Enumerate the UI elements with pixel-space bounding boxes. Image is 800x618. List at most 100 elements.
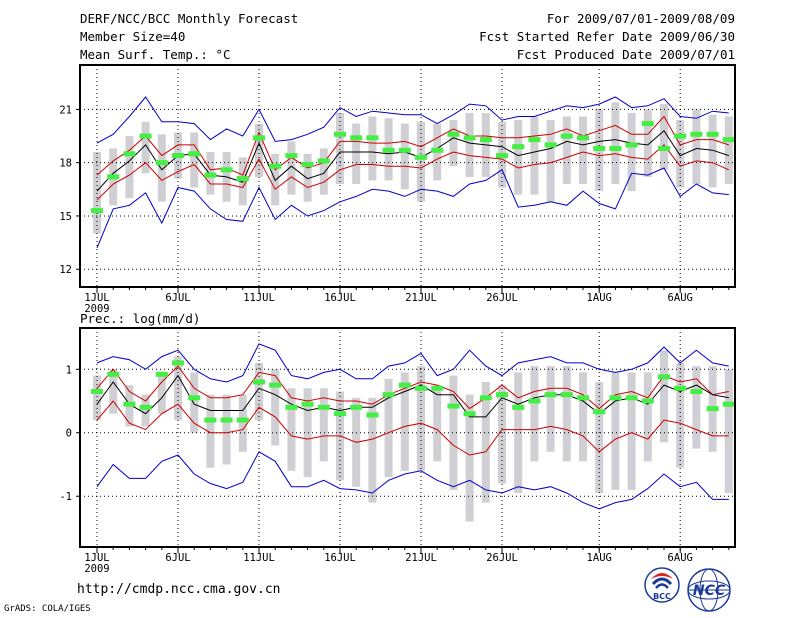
temp-range-box: [157, 134, 166, 202]
prec-observation-mark: [577, 395, 589, 401]
temp-range-box: [141, 121, 150, 174]
prec-observation-mark: [155, 371, 168, 377]
prec-observation-mark: [107, 371, 120, 377]
temp-observation-mark: [204, 172, 217, 178]
prec-observation-mark: [269, 382, 282, 388]
temp-observation-mark: [415, 154, 427, 160]
temp-range-box: [562, 116, 571, 184]
temp-range-box: [465, 112, 474, 177]
temp-observation-mark: [139, 133, 152, 139]
temp-observation-mark: [512, 144, 525, 150]
temp-range-box: [611, 102, 620, 184]
temp-range-box: [708, 114, 717, 188]
prec-range-box: [595, 381, 604, 494]
ncc-logo: NCC: [687, 568, 731, 612]
prec-range-box: [676, 362, 685, 468]
temp-observation-mark: [398, 147, 411, 153]
prec-ensemble-max-line: [96, 343, 729, 383]
bcc-logo-text: BCC: [653, 592, 671, 601]
temp-observation-mark: [544, 142, 557, 148]
temp-observation-mark: [722, 137, 735, 143]
temp-observation-mark: [641, 121, 654, 127]
prec-observation-mark: [447, 403, 460, 409]
temp-range-box: [546, 120, 555, 202]
prec-observation-mark: [528, 398, 541, 404]
temp-observation-mark: [107, 174, 120, 180]
prec-observation-mark: [625, 395, 638, 401]
temp-range-box: [255, 123, 263, 177]
prec-ytick-label: -1: [59, 491, 72, 503]
ncc-logo-text: NCC: [693, 583, 726, 599]
temp-range-box: [724, 116, 733, 184]
prec-xtick-year: 2009: [84, 563, 109, 575]
chart-title: DERF/NCC/BCC Monthly Forecast: [80, 11, 299, 26]
temp-xtick-label: 26JUL: [486, 292, 518, 304]
temp-observation-mark: [172, 153, 184, 159]
prec-observation-mark: [560, 392, 573, 398]
temp-observation-mark: [479, 137, 492, 143]
temp-panel-title: Mean Surf. Temp.: °C: [80, 47, 231, 62]
temp-observation-mark: [301, 161, 314, 167]
temp-observation-mark: [382, 147, 395, 153]
prec-plot-frame: [79, 327, 736, 548]
prec-ytick-label: 1: [66, 364, 72, 376]
prec-range-box: [643, 372, 652, 462]
prec-range-box: [319, 388, 328, 462]
prec-observation-mark: [609, 395, 622, 401]
temp-plot-frame: [79, 64, 736, 288]
temp-observation-mark: [155, 160, 168, 166]
prec-range-box: [368, 397, 377, 503]
temp-range-box: [93, 152, 101, 234]
prec-ensemble-min-line: [96, 451, 729, 510]
temp-ytick-label: 21: [59, 104, 72, 116]
forecast-period: For 2009/07/01-2009/08/09: [546, 11, 735, 26]
prec-xtick-label: 6AUG: [668, 552, 693, 564]
temp-range-box: [514, 120, 523, 195]
temp-ytick-label: 18: [59, 158, 72, 170]
source-url[interactable]: http://cmdp.ncc.cma.gov.cn: [77, 582, 281, 597]
prec-range-box: [93, 375, 101, 421]
refer-date: Fcst Started Refer Date 2009/06/30: [479, 29, 735, 44]
temp-xtick-label: 11JUL: [243, 292, 275, 304]
prec-range-box: [400, 372, 409, 471]
prec-observation-mark: [236, 417, 249, 423]
temp-observation-mark: [220, 167, 233, 173]
prec-range-box: [546, 366, 555, 452]
temp-observation-mark: [236, 176, 249, 182]
grads-credit: GrADS: COLA/IGES: [4, 604, 91, 614]
temp-range-box: [579, 116, 587, 184]
temp-observation-mark: [123, 151, 136, 157]
prec-panel-title: Prec.: log(mm/d): [80, 311, 201, 326]
prec-observation-mark: [479, 395, 492, 401]
temp-observation-mark: [317, 158, 330, 164]
temp-range-box: [190, 132, 199, 188]
temp-range-box: [287, 141, 296, 195]
prec-observation-mark: [463, 411, 476, 417]
temp-range-box: [319, 148, 328, 195]
temp-range-box: [125, 136, 134, 199]
temp-observation-mark: [658, 145, 670, 151]
prec-xtick-label: 21JUL: [405, 552, 437, 564]
prec-spread-lower-line: [96, 400, 729, 456]
temp-range-box: [643, 109, 652, 177]
prec-range-box: [498, 385, 506, 484]
temp-ytick-label: 15: [59, 211, 72, 223]
prec-xtick-label: 1JUL: [84, 552, 109, 564]
temp-observation-mark: [366, 135, 379, 141]
temp-xtick-year: 2009: [84, 303, 109, 315]
temp-ytick-label: 12: [59, 264, 72, 276]
prec-range-box: [579, 372, 587, 462]
temp-observation-mark: [285, 153, 298, 159]
temp-range-box: [400, 123, 409, 190]
prec-observation-mark: [593, 409, 606, 415]
prec-range-box: [530, 366, 539, 462]
prec-observation-mark: [674, 385, 687, 391]
prec-range-box: [303, 388, 312, 478]
prec-observation-mark: [91, 388, 103, 394]
temp-xtick-label: 1JUL: [84, 292, 109, 304]
prec-range-box: [514, 372, 523, 494]
temp-xtick-label: 21JUL: [405, 292, 437, 304]
temp-xtick-label: 6JUL: [165, 292, 190, 304]
